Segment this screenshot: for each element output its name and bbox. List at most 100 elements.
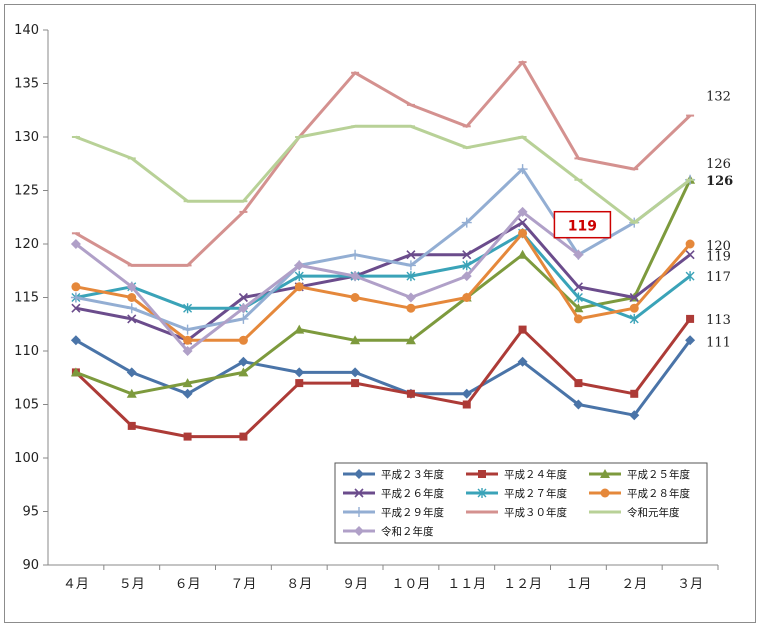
y-tick-label: 125: [14, 184, 39, 199]
y-tick-label: 140: [14, 23, 39, 38]
data-point: [406, 389, 415, 398]
legend-item: 令和元年度: [589, 506, 680, 519]
data-point: [71, 282, 81, 292]
data-point: [405, 292, 416, 303]
data-point: [630, 389, 639, 398]
x-tick-label: １月: [565, 577, 591, 592]
series-line: [75, 338, 692, 417]
legend-item: 平成２４年度: [466, 468, 567, 481]
data-point: [406, 250, 416, 260]
legend-item: 平成２３年度: [343, 468, 444, 481]
end-value-label: 120: [706, 239, 731, 254]
data-point: [461, 217, 472, 228]
legend-item: 平成２６年度: [343, 487, 444, 500]
data-point: [126, 388, 137, 398]
data-point: [685, 250, 695, 260]
data-point: [350, 335, 361, 345]
series-10: [70, 206, 584, 356]
x-tick-label: ６月: [175, 577, 201, 592]
data-point: [350, 249, 361, 260]
data-point: [574, 379, 583, 388]
legend-label: 平成２５年度: [627, 468, 690, 481]
y-tick-label: 100: [14, 451, 39, 466]
data-point: [70, 292, 81, 303]
data-point: [517, 249, 528, 259]
data-point: [295, 379, 304, 388]
data-point: [182, 378, 193, 388]
data-point: [629, 410, 640, 421]
data-point: [478, 470, 486, 478]
x-tick-label: ４月: [63, 577, 89, 592]
series-line: [75, 60, 692, 267]
data-point: [461, 271, 472, 282]
y-tick-label: 120: [14, 237, 39, 252]
data-point: [518, 228, 528, 238]
x-tick-label: ３月: [677, 577, 703, 592]
series-line: [75, 231, 692, 321]
x-tick-label: ８月: [286, 577, 312, 592]
data-point: [238, 356, 249, 367]
data-point: [685, 335, 696, 346]
y-tick-label: 90: [22, 558, 39, 573]
series-line: [75, 221, 692, 342]
data-point: [354, 469, 364, 479]
data-point: [405, 335, 416, 345]
series-line: [75, 179, 692, 396]
data-point: [462, 293, 472, 302]
data-point: [573, 282, 583, 292]
legend-label: 令和元年度: [627, 506, 680, 519]
data-point: [238, 313, 249, 324]
series-7: [70, 164, 696, 335]
data-point: [183, 335, 193, 345]
data-point: [126, 281, 137, 292]
data-point: [406, 271, 416, 282]
x-tick-label: ９月: [342, 577, 368, 592]
x-tick-label: ２月: [621, 577, 647, 592]
data-point: [238, 335, 248, 345]
data-point: [182, 388, 193, 399]
data-point: [685, 239, 695, 249]
legend-box: [334, 462, 708, 544]
legend-item: 令和２年度: [343, 525, 434, 538]
end-value-label: 119: [706, 250, 731, 265]
legend-label: 平成２４年度: [504, 468, 567, 481]
data-point: [477, 488, 487, 498]
data-point: [600, 488, 610, 498]
data-point: [518, 325, 527, 334]
data-point: [127, 293, 137, 302]
series-9: [71, 124, 695, 225]
y-tick-label: 105: [14, 398, 39, 413]
data-point: [127, 421, 136, 430]
data-point: [294, 282, 304, 292]
data-point: [126, 367, 137, 378]
data-point: [573, 249, 584, 260]
data-point: [354, 488, 364, 498]
data-point: [629, 303, 639, 313]
legend-label: 令和２年度: [381, 525, 434, 538]
data-point: [238, 292, 248, 303]
data-point: [686, 314, 695, 323]
data-point: [573, 314, 583, 324]
data-point: [406, 303, 416, 313]
data-point: [70, 367, 81, 377]
y-tick-label: 95: [22, 505, 39, 520]
end-value-label: 117: [706, 270, 731, 285]
legend-label: 平成３０年度: [504, 506, 567, 519]
data-point: [350, 293, 360, 302]
data-point: [351, 379, 360, 388]
callout-box: [553, 210, 612, 239]
data-point: [294, 367, 305, 378]
series-1: [70, 335, 696, 421]
data-point: [294, 324, 305, 334]
data-point: [517, 206, 528, 217]
x-tick-label: １２月: [503, 577, 542, 592]
series-line: [75, 124, 692, 225]
data-point: [461, 388, 472, 399]
legend-label: 平成２７年度: [504, 487, 567, 500]
data-point: [350, 367, 361, 378]
data-point: [294, 271, 304, 282]
data-point: [294, 260, 305, 271]
y-tick-label: 130: [14, 130, 39, 145]
